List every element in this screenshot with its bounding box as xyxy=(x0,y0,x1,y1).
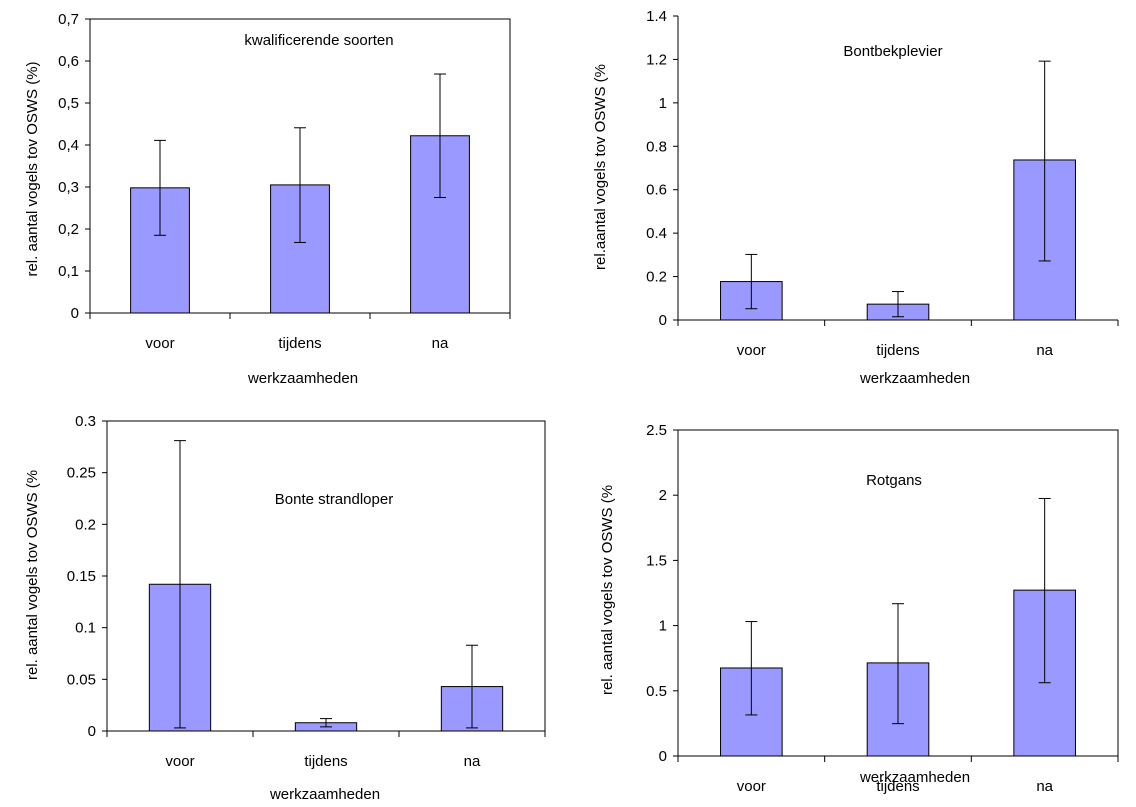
y-tick-label: 0.3 xyxy=(75,413,96,430)
x-tick-label-tijdens: tijdens xyxy=(876,778,919,795)
y-tick-label: 2.5 xyxy=(646,422,667,439)
error-bar-na xyxy=(434,73,446,198)
y-tick-label: 0,4 xyxy=(58,137,79,154)
y-tick-label: 0.8 xyxy=(646,138,667,155)
y-tick-label: 0.4 xyxy=(646,225,667,242)
chart-title: Rotgans xyxy=(866,472,922,489)
x-tick-label-tijdens: tijdens xyxy=(278,335,321,352)
y-tick-label: 0.2 xyxy=(646,269,667,286)
chart-kwalificerende-soorten: kwalificerende soorten werkzaamheden rel… xyxy=(0,0,568,400)
y-tick-label: 0,6 xyxy=(58,53,79,70)
chart-title: kwalificerende soorten xyxy=(244,32,393,49)
y-axis-label: rel. aantal vogels tov OSWS (% xyxy=(599,485,616,695)
error-bar-voor xyxy=(745,621,758,716)
x-axis-label: werkzaamheden xyxy=(269,786,380,803)
error-bar-na xyxy=(466,644,478,729)
chart-svg: Bonte strandloper werkzaamheden rel. aan… xyxy=(24,413,546,803)
y-tick-label: 1.4 xyxy=(646,8,667,25)
y-tick-label: 1.5 xyxy=(646,552,667,569)
y-tick-label: 1 xyxy=(659,95,667,112)
chart-svg: Rotgans werkzaamheden rel. aantal vogels… xyxy=(599,422,1119,795)
error-bar-na xyxy=(1038,60,1051,262)
y-tick-label: 0.25 xyxy=(67,465,96,482)
x-axis-label: werkzaamheden xyxy=(859,769,970,786)
y-tick-label: 0.2 xyxy=(75,516,96,533)
chart-bontbekplevier: Bontbekplevier werkzaamheden rel.aantal … xyxy=(568,0,1136,400)
chart-title: Bonte strandloper xyxy=(275,491,393,508)
chart-rotgans: Rotgans werkzaamheden rel. aantal vogels… xyxy=(568,400,1136,807)
x-tick-label-voor: voor xyxy=(737,342,766,359)
y-tick-label: 1.2 xyxy=(646,51,667,68)
x-tick-label-voor: voor xyxy=(165,753,194,770)
y-axis-label: rel. aantal vogels tov OSWS (%) xyxy=(24,61,41,276)
x-tick-label-voor: voor xyxy=(145,335,174,352)
error-bar-tijdens xyxy=(320,718,332,728)
chart-svg: Bontbekplevier werkzaamheden rel.aantal … xyxy=(592,8,1119,387)
y-tick-label: 0 xyxy=(88,723,96,740)
y-tick-label: 2 xyxy=(659,487,667,504)
x-tick-label-tijdens: tijdens xyxy=(876,342,919,359)
y-tick-label: 1 xyxy=(659,618,667,635)
chart-bonte-strandloper: Bonte strandloper werkzaamheden rel. aan… xyxy=(0,400,568,807)
y-tick-label: 0 xyxy=(659,748,667,765)
x-tick-label-na: na xyxy=(464,753,481,770)
y-tick-label: 0,2 xyxy=(58,221,79,238)
x-tick-label-na: na xyxy=(1036,342,1053,359)
y-tick-label: 0,7 xyxy=(58,11,79,28)
error-bar-tijdens xyxy=(294,127,306,243)
y-tick-label: 0 xyxy=(659,312,667,329)
y-tick-label: 0.5 xyxy=(646,683,667,700)
x-axis-label: werkzaamheden xyxy=(247,370,358,387)
y-tick-label: 0.15 xyxy=(67,568,96,585)
x-tick-label-voor: voor xyxy=(737,778,766,795)
x-tick-label-na: na xyxy=(1036,778,1053,795)
error-bar-voor xyxy=(174,440,186,729)
y-tick-label: 0.05 xyxy=(67,671,96,688)
error-bar-voor xyxy=(154,139,166,236)
y-axis-label: rel. aantal vogels tov OSWS (% xyxy=(24,470,41,680)
y-tick-label: 0,1 xyxy=(58,263,79,280)
x-tick-label-tijdens: tijdens xyxy=(304,753,347,770)
error-bar-tijdens xyxy=(892,603,904,725)
error-bar-voor xyxy=(745,253,758,310)
chart-title: Bontbekplevier xyxy=(843,43,942,60)
error-bar-na xyxy=(1038,497,1051,684)
chart-svg: kwalificerende soorten werkzaamheden rel… xyxy=(24,11,511,387)
y-tick-label: 0,5 xyxy=(58,95,79,112)
error-bar-tijdens xyxy=(892,291,904,318)
x-axis-label: werkzaamheden xyxy=(859,370,970,387)
y-tick-label: 0.1 xyxy=(75,620,96,637)
y-tick-label: 0 xyxy=(71,305,79,322)
x-tick-label-na: na xyxy=(432,335,449,352)
y-tick-label: 0.6 xyxy=(646,182,667,199)
y-tick-label: 0,3 xyxy=(58,179,79,196)
y-axis-label: rel.aantal vogels tov OSWS (% xyxy=(592,64,609,270)
